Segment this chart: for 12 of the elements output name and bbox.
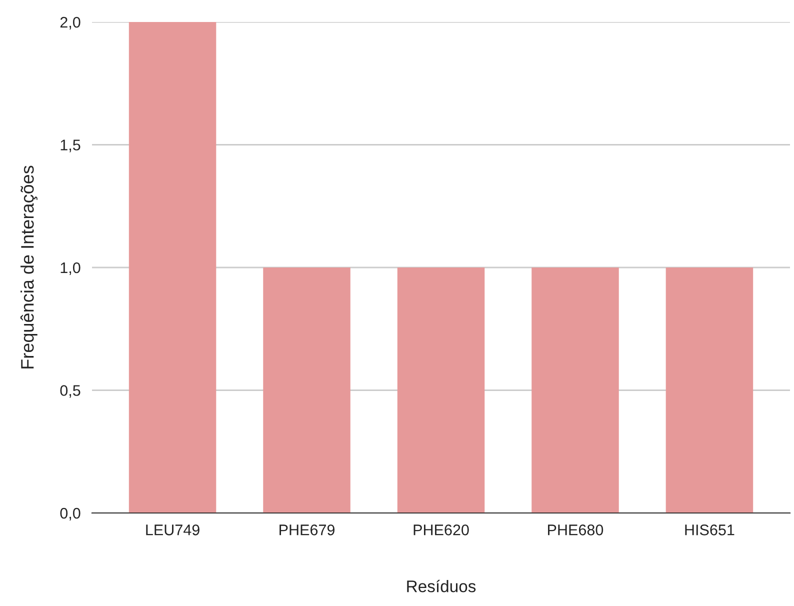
x-tick-label: LEU749 <box>146 524 200 536</box>
y-axis-title: Frequência de Interações <box>20 166 38 368</box>
y-tick-label: 0,5 <box>60 385 80 398</box>
x-tick-label: PHE680 <box>548 524 604 536</box>
y-tick-label: 2,0 <box>60 16 80 30</box>
x-tick-label: PHE620 <box>414 524 469 536</box>
y-tick-label: 0,0 <box>60 508 80 520</box>
y-tick-label: 1,5 <box>60 140 80 152</box>
x-tick-label: PHE679 <box>280 524 334 536</box>
x-axis-title: Resíduos <box>407 580 476 592</box>
y-tick-label: 1,0 <box>60 262 80 275</box>
x-tick-label: HIS651 <box>685 524 734 536</box>
